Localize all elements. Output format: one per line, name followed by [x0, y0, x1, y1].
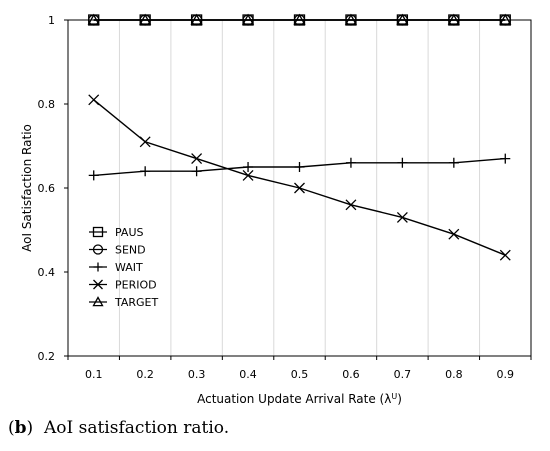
point-period — [499, 249, 511, 261]
point-target — [447, 13, 460, 25]
legend-marker-period — [93, 279, 103, 290]
point-wait — [448, 157, 459, 168]
x-axis-title-sup: U — [391, 392, 397, 401]
x-tick-label: 0.7 — [394, 368, 412, 381]
legend-label-wait: WAIT — [115, 261, 143, 274]
x-axis-title-close: ) — [397, 392, 402, 406]
x-tick-label: 0.4 — [239, 368, 257, 381]
legend-label-period: PERIOD — [115, 279, 157, 292]
x-tick-label: 0.9 — [497, 368, 515, 381]
y-axis-title: AoI Satisfaction Ratio — [20, 124, 34, 252]
grid-lines — [118, 20, 481, 356]
point-wait — [88, 170, 99, 181]
point-wait — [397, 157, 408, 168]
aoi-satisfaction-chart: 0.20.40.60.81 0.1 0.2 0.3 0.4 0.5 0.6 0.7 0.8 0.… — [20, 13, 532, 407]
point-target — [139, 13, 152, 25]
figure-caption: (b) AoI satisfaction ratio. — [8, 418, 230, 438]
y-tick-label: 1 — [48, 14, 55, 27]
x-axis-title: Actuation Update Arrival Rate (λU) — [197, 392, 402, 407]
point-period — [345, 199, 357, 211]
x-axis-title-main: Actuation Update Arrival Rate (λ — [197, 392, 391, 406]
legend-marker-target — [92, 296, 104, 307]
point-wait — [140, 166, 151, 177]
series-line-period — [93, 99, 506, 256]
caption-label: b — [14, 418, 27, 438]
legend-marker-send — [92, 244, 104, 255]
caption-text: AoI satisfaction ratio. — [43, 418, 230, 438]
legend-label-send: SEND — [115, 244, 146, 257]
y-tick-label: 0.2 — [38, 350, 56, 363]
x-tick-label: 0.8 — [445, 368, 463, 381]
point-period — [294, 182, 305, 194]
y-tick-label: 0.6 — [38, 182, 56, 195]
legend-item-period: PERIOD — [89, 279, 157, 292]
point-target — [396, 13, 409, 25]
point-period — [139, 136, 151, 148]
point-period — [448, 228, 460, 240]
y-axis-ticks: 0.2 0.4 0.6 0.8 1 — [38, 14, 68, 363]
x-axis-ticks: 0.1 0.2 0.3 0.4 0.5 0.6 0.7 0.8 0.9 — [67, 356, 532, 381]
point-wait — [191, 166, 202, 177]
x-tick-label: 0.6 — [342, 368, 360, 381]
point-target — [87, 13, 100, 25]
y-tick-label: 0.4 — [38, 266, 56, 279]
legend-item-wait: WAIT — [89, 261, 143, 274]
series-period — [88, 94, 511, 261]
x-tick-label: 0.3 — [188, 368, 206, 381]
point-target — [241, 13, 255, 25]
legend-marker-wait — [93, 262, 103, 272]
point-target — [190, 13, 203, 25]
point-period — [88, 94, 100, 106]
legend-label-paus: PAUS — [115, 226, 144, 239]
point-wait — [243, 162, 254, 172]
series-wait — [88, 153, 511, 181]
point-wait — [500, 153, 511, 164]
point-target — [293, 13, 306, 25]
x-tick-label: 0.5 — [291, 368, 309, 381]
point-wait — [294, 162, 305, 172]
point-period — [396, 211, 408, 223]
point-target — [344, 13, 358, 25]
point-wait — [345, 157, 356, 168]
legend-item-send: SEND — [89, 244, 146, 257]
series-group — [87, 13, 512, 261]
legend-item-paus: PAUS — [89, 226, 144, 239]
y-tick-label: 0.8 — [38, 98, 56, 111]
legend-label-target: TARGET — [114, 296, 159, 309]
point-period — [242, 169, 254, 181]
point-target — [499, 13, 512, 25]
legend-item-target: TARGET — [89, 296, 159, 309]
series-target — [87, 13, 512, 25]
legend-marker-paus — [92, 226, 104, 238]
x-tick-label: 0.2 — [136, 368, 154, 381]
x-tick-label: 0.1 — [85, 368, 103, 381]
legend: PAUS SEND WAIT PERIOD TARGET — [89, 226, 159, 309]
point-period — [191, 153, 203, 165]
